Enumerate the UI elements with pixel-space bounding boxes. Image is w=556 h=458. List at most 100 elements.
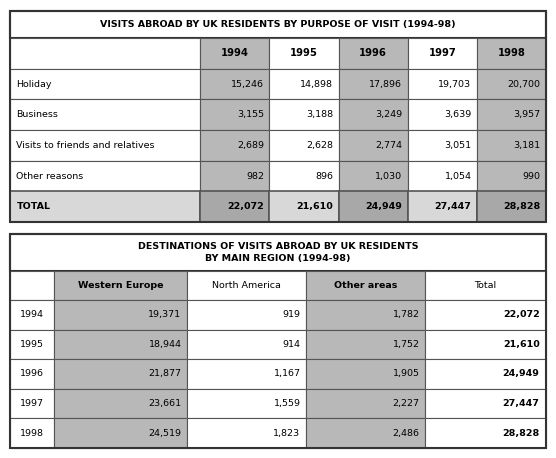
Text: 28,828: 28,828 <box>502 429 539 438</box>
Text: Business: Business <box>17 110 58 119</box>
Bar <box>339 38 408 69</box>
Bar <box>425 418 546 448</box>
Bar <box>200 130 270 161</box>
Text: 1996: 1996 <box>359 49 387 58</box>
Text: 3,957: 3,957 <box>514 110 540 119</box>
Bar <box>270 99 339 130</box>
Text: 21,877: 21,877 <box>148 370 181 378</box>
Text: 3,051: 3,051 <box>444 141 471 150</box>
Bar <box>477 130 546 161</box>
Bar <box>408 69 477 99</box>
Bar <box>306 389 425 418</box>
Bar <box>10 234 546 271</box>
Bar <box>54 389 187 418</box>
Text: Holiday: Holiday <box>17 80 52 88</box>
Text: 3,188: 3,188 <box>306 110 333 119</box>
Text: 1,782: 1,782 <box>393 311 419 319</box>
Text: 896: 896 <box>315 172 333 180</box>
Bar <box>408 38 477 69</box>
Text: Visits to friends and relatives: Visits to friends and relatives <box>17 141 155 150</box>
Text: 1,752: 1,752 <box>393 340 419 349</box>
Bar <box>408 191 477 222</box>
Text: DESTINATIONS OF VISITS ABROAD BY UK RESIDENTS
BY MAIN REGION (1994-98): DESTINATIONS OF VISITS ABROAD BY UK RESI… <box>138 241 418 263</box>
Text: 2,227: 2,227 <box>393 399 419 408</box>
Text: TOTAL: TOTAL <box>17 202 51 211</box>
Text: 23,661: 23,661 <box>148 399 181 408</box>
Bar <box>10 271 54 300</box>
Text: 28,828: 28,828 <box>503 202 540 211</box>
Bar <box>10 38 200 69</box>
Text: 990: 990 <box>523 172 540 180</box>
Bar <box>425 271 546 300</box>
Text: 1,030: 1,030 <box>375 172 403 180</box>
Text: 1994: 1994 <box>20 311 44 319</box>
Bar <box>10 389 54 418</box>
Text: 19,371: 19,371 <box>148 311 181 319</box>
Text: 1994: 1994 <box>221 49 249 58</box>
Bar <box>477 69 546 99</box>
Bar <box>187 359 306 389</box>
Text: 3,639: 3,639 <box>444 110 471 119</box>
Bar <box>425 359 546 389</box>
Bar <box>187 330 306 359</box>
Text: Other reasons: Other reasons <box>17 172 84 180</box>
Text: Total: Total <box>474 281 497 290</box>
Bar <box>200 99 270 130</box>
Text: 3,155: 3,155 <box>237 110 264 119</box>
Bar <box>339 130 408 161</box>
Bar <box>339 69 408 99</box>
Bar <box>408 99 477 130</box>
Bar <box>425 389 546 418</box>
Bar <box>187 389 306 418</box>
Bar <box>306 271 425 300</box>
Text: 1998: 1998 <box>20 429 44 438</box>
Bar <box>306 359 425 389</box>
Text: 2,774: 2,774 <box>375 141 403 150</box>
Bar <box>200 161 270 191</box>
Text: 919: 919 <box>282 311 300 319</box>
Bar <box>200 38 270 69</box>
Text: 20,700: 20,700 <box>508 80 540 88</box>
Bar <box>477 99 546 130</box>
Text: 21,610: 21,610 <box>296 202 333 211</box>
Text: North America: North America <box>212 281 281 290</box>
Bar <box>10 330 54 359</box>
Bar <box>10 300 54 330</box>
Text: 1,905: 1,905 <box>393 370 419 378</box>
Text: 27,447: 27,447 <box>435 202 471 211</box>
Text: 24,949: 24,949 <box>503 370 539 378</box>
Bar <box>339 191 408 222</box>
Text: Other areas: Other areas <box>334 281 397 290</box>
Bar <box>187 300 306 330</box>
Text: 27,447: 27,447 <box>503 399 539 408</box>
Bar <box>306 300 425 330</box>
Text: 1997: 1997 <box>20 399 44 408</box>
Text: 982: 982 <box>246 172 264 180</box>
Bar <box>306 330 425 359</box>
Bar <box>10 191 200 222</box>
Bar <box>270 161 339 191</box>
Text: 15,246: 15,246 <box>231 80 264 88</box>
Bar <box>408 161 477 191</box>
Bar <box>10 11 546 38</box>
Bar <box>10 99 200 130</box>
Bar <box>54 418 187 448</box>
Text: 1998: 1998 <box>498 49 525 58</box>
Text: VISITS ABROAD BY UK RESIDENTS BY PURPOSE OF VISIT (1994-98): VISITS ABROAD BY UK RESIDENTS BY PURPOSE… <box>100 20 456 29</box>
Text: 914: 914 <box>282 340 300 349</box>
Bar <box>270 38 339 69</box>
Text: 1,823: 1,823 <box>274 429 300 438</box>
Text: 14,898: 14,898 <box>300 80 333 88</box>
Text: 17,896: 17,896 <box>369 80 403 88</box>
Bar <box>270 191 339 222</box>
Bar <box>10 359 54 389</box>
Text: 24,519: 24,519 <box>148 429 181 438</box>
Bar <box>477 38 546 69</box>
Bar <box>270 130 339 161</box>
Bar <box>187 271 306 300</box>
Bar <box>10 161 200 191</box>
Text: 3,249: 3,249 <box>375 110 403 119</box>
Text: 22,072: 22,072 <box>227 202 264 211</box>
Bar <box>54 359 187 389</box>
Text: 2,628: 2,628 <box>306 141 333 150</box>
